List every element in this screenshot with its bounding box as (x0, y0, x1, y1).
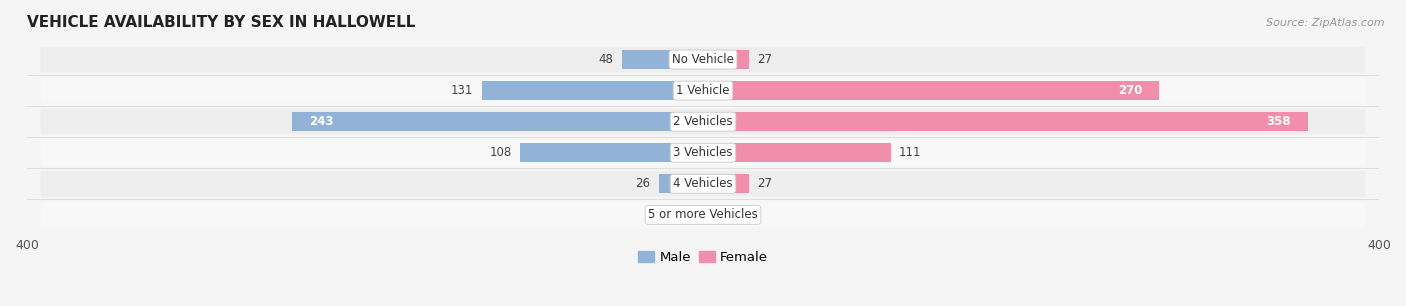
Bar (659, 174, 703, 193)
Bar (703, 174, 748, 193)
Text: 27: 27 (756, 177, 772, 190)
Bar (520, 144, 703, 162)
FancyBboxPatch shape (41, 140, 1365, 166)
Bar (621, 50, 703, 69)
Text: Source: ZipAtlas.com: Source: ZipAtlas.com (1267, 18, 1385, 28)
Text: 270: 270 (1118, 84, 1143, 97)
Text: 4 Vehicles: 4 Vehicles (673, 177, 733, 190)
Text: 26: 26 (636, 177, 651, 190)
Text: 0: 0 (711, 208, 718, 221)
Text: 243: 243 (309, 115, 333, 128)
FancyBboxPatch shape (41, 202, 1365, 228)
Text: 27: 27 (756, 53, 772, 66)
Text: 2 Vehicles: 2 Vehicles (673, 115, 733, 128)
Text: 108: 108 (489, 146, 512, 159)
FancyBboxPatch shape (41, 171, 1365, 196)
Bar (292, 112, 703, 131)
Text: 48: 48 (599, 53, 613, 66)
Bar (703, 112, 1308, 131)
Legend: Male, Female: Male, Female (633, 246, 773, 269)
Text: 5 or more Vehicles: 5 or more Vehicles (648, 208, 758, 221)
Bar (482, 81, 703, 100)
FancyBboxPatch shape (41, 109, 1365, 134)
Text: 3 Vehicles: 3 Vehicles (673, 146, 733, 159)
FancyBboxPatch shape (41, 47, 1365, 72)
Bar (703, 81, 1160, 100)
FancyBboxPatch shape (41, 78, 1365, 103)
Text: 358: 358 (1267, 115, 1291, 128)
Text: No Vehicle: No Vehicle (672, 53, 734, 66)
Text: 111: 111 (898, 146, 921, 159)
Text: 1 Vehicle: 1 Vehicle (676, 84, 730, 97)
Text: 0: 0 (688, 208, 695, 221)
Bar (703, 50, 748, 69)
Bar (703, 144, 890, 162)
Text: VEHICLE AVAILABILITY BY SEX IN HALLOWELL: VEHICLE AVAILABILITY BY SEX IN HALLOWELL (27, 15, 415, 30)
Text: 131: 131 (451, 84, 474, 97)
